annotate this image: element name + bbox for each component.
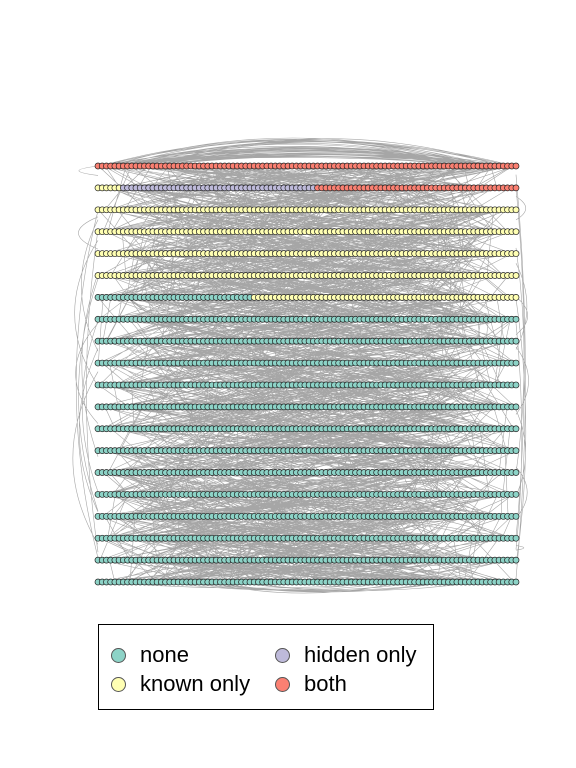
legend-item-both: both <box>275 670 347 698</box>
node-row <box>95 382 519 388</box>
legend-swatch-known-only <box>111 677 126 692</box>
node-row <box>95 251 519 257</box>
node-row <box>95 535 519 541</box>
node-both <box>513 185 519 191</box>
node-none <box>513 579 519 585</box>
node-row <box>95 448 519 454</box>
node-none <box>513 316 519 322</box>
legend-item-known-only: known only <box>111 670 250 698</box>
legend-label-hidden-only: hidden only <box>304 644 417 666</box>
node-row <box>95 491 519 497</box>
node-none <box>513 360 519 366</box>
legend-item-hidden-only: hidden only <box>275 641 417 669</box>
network-graph <box>0 0 576 610</box>
legend-label-none: none <box>140 644 189 666</box>
node-row <box>95 207 519 213</box>
node-row <box>95 338 519 344</box>
node-known <box>513 251 519 257</box>
node-row <box>95 185 519 191</box>
node-row <box>95 294 519 300</box>
node-none <box>513 513 519 519</box>
node-none <box>513 448 519 454</box>
legend: none known only hidden only both <box>98 624 434 710</box>
node-none <box>513 404 519 410</box>
node-row <box>95 360 519 366</box>
legend-swatch-both <box>275 677 290 692</box>
node-row <box>95 513 519 519</box>
node-known <box>513 294 519 300</box>
node-known <box>513 229 519 235</box>
node-row <box>95 272 519 278</box>
node-none <box>513 535 519 541</box>
node-row <box>95 557 519 563</box>
node-row <box>95 470 519 476</box>
node-row <box>95 229 519 235</box>
legend-label-both: both <box>304 673 347 695</box>
node-known <box>513 207 519 213</box>
network-graph-svg <box>0 0 576 610</box>
node-row <box>95 426 519 432</box>
legend-swatch-hidden-only <box>275 648 290 663</box>
node-none <box>513 491 519 497</box>
legend-item-none: none <box>111 641 189 669</box>
legend-label-known-only: known only <box>140 673 250 695</box>
legend-swatch-none <box>111 648 126 663</box>
node-none <box>513 338 519 344</box>
node-row <box>95 404 519 410</box>
node-none <box>513 470 519 476</box>
node-both <box>513 163 519 169</box>
node-none <box>513 382 519 388</box>
node-row <box>95 163 519 169</box>
node-row <box>95 316 519 322</box>
node-none <box>513 557 519 563</box>
node-known <box>513 272 519 278</box>
node-row <box>95 579 519 585</box>
node-none <box>513 426 519 432</box>
